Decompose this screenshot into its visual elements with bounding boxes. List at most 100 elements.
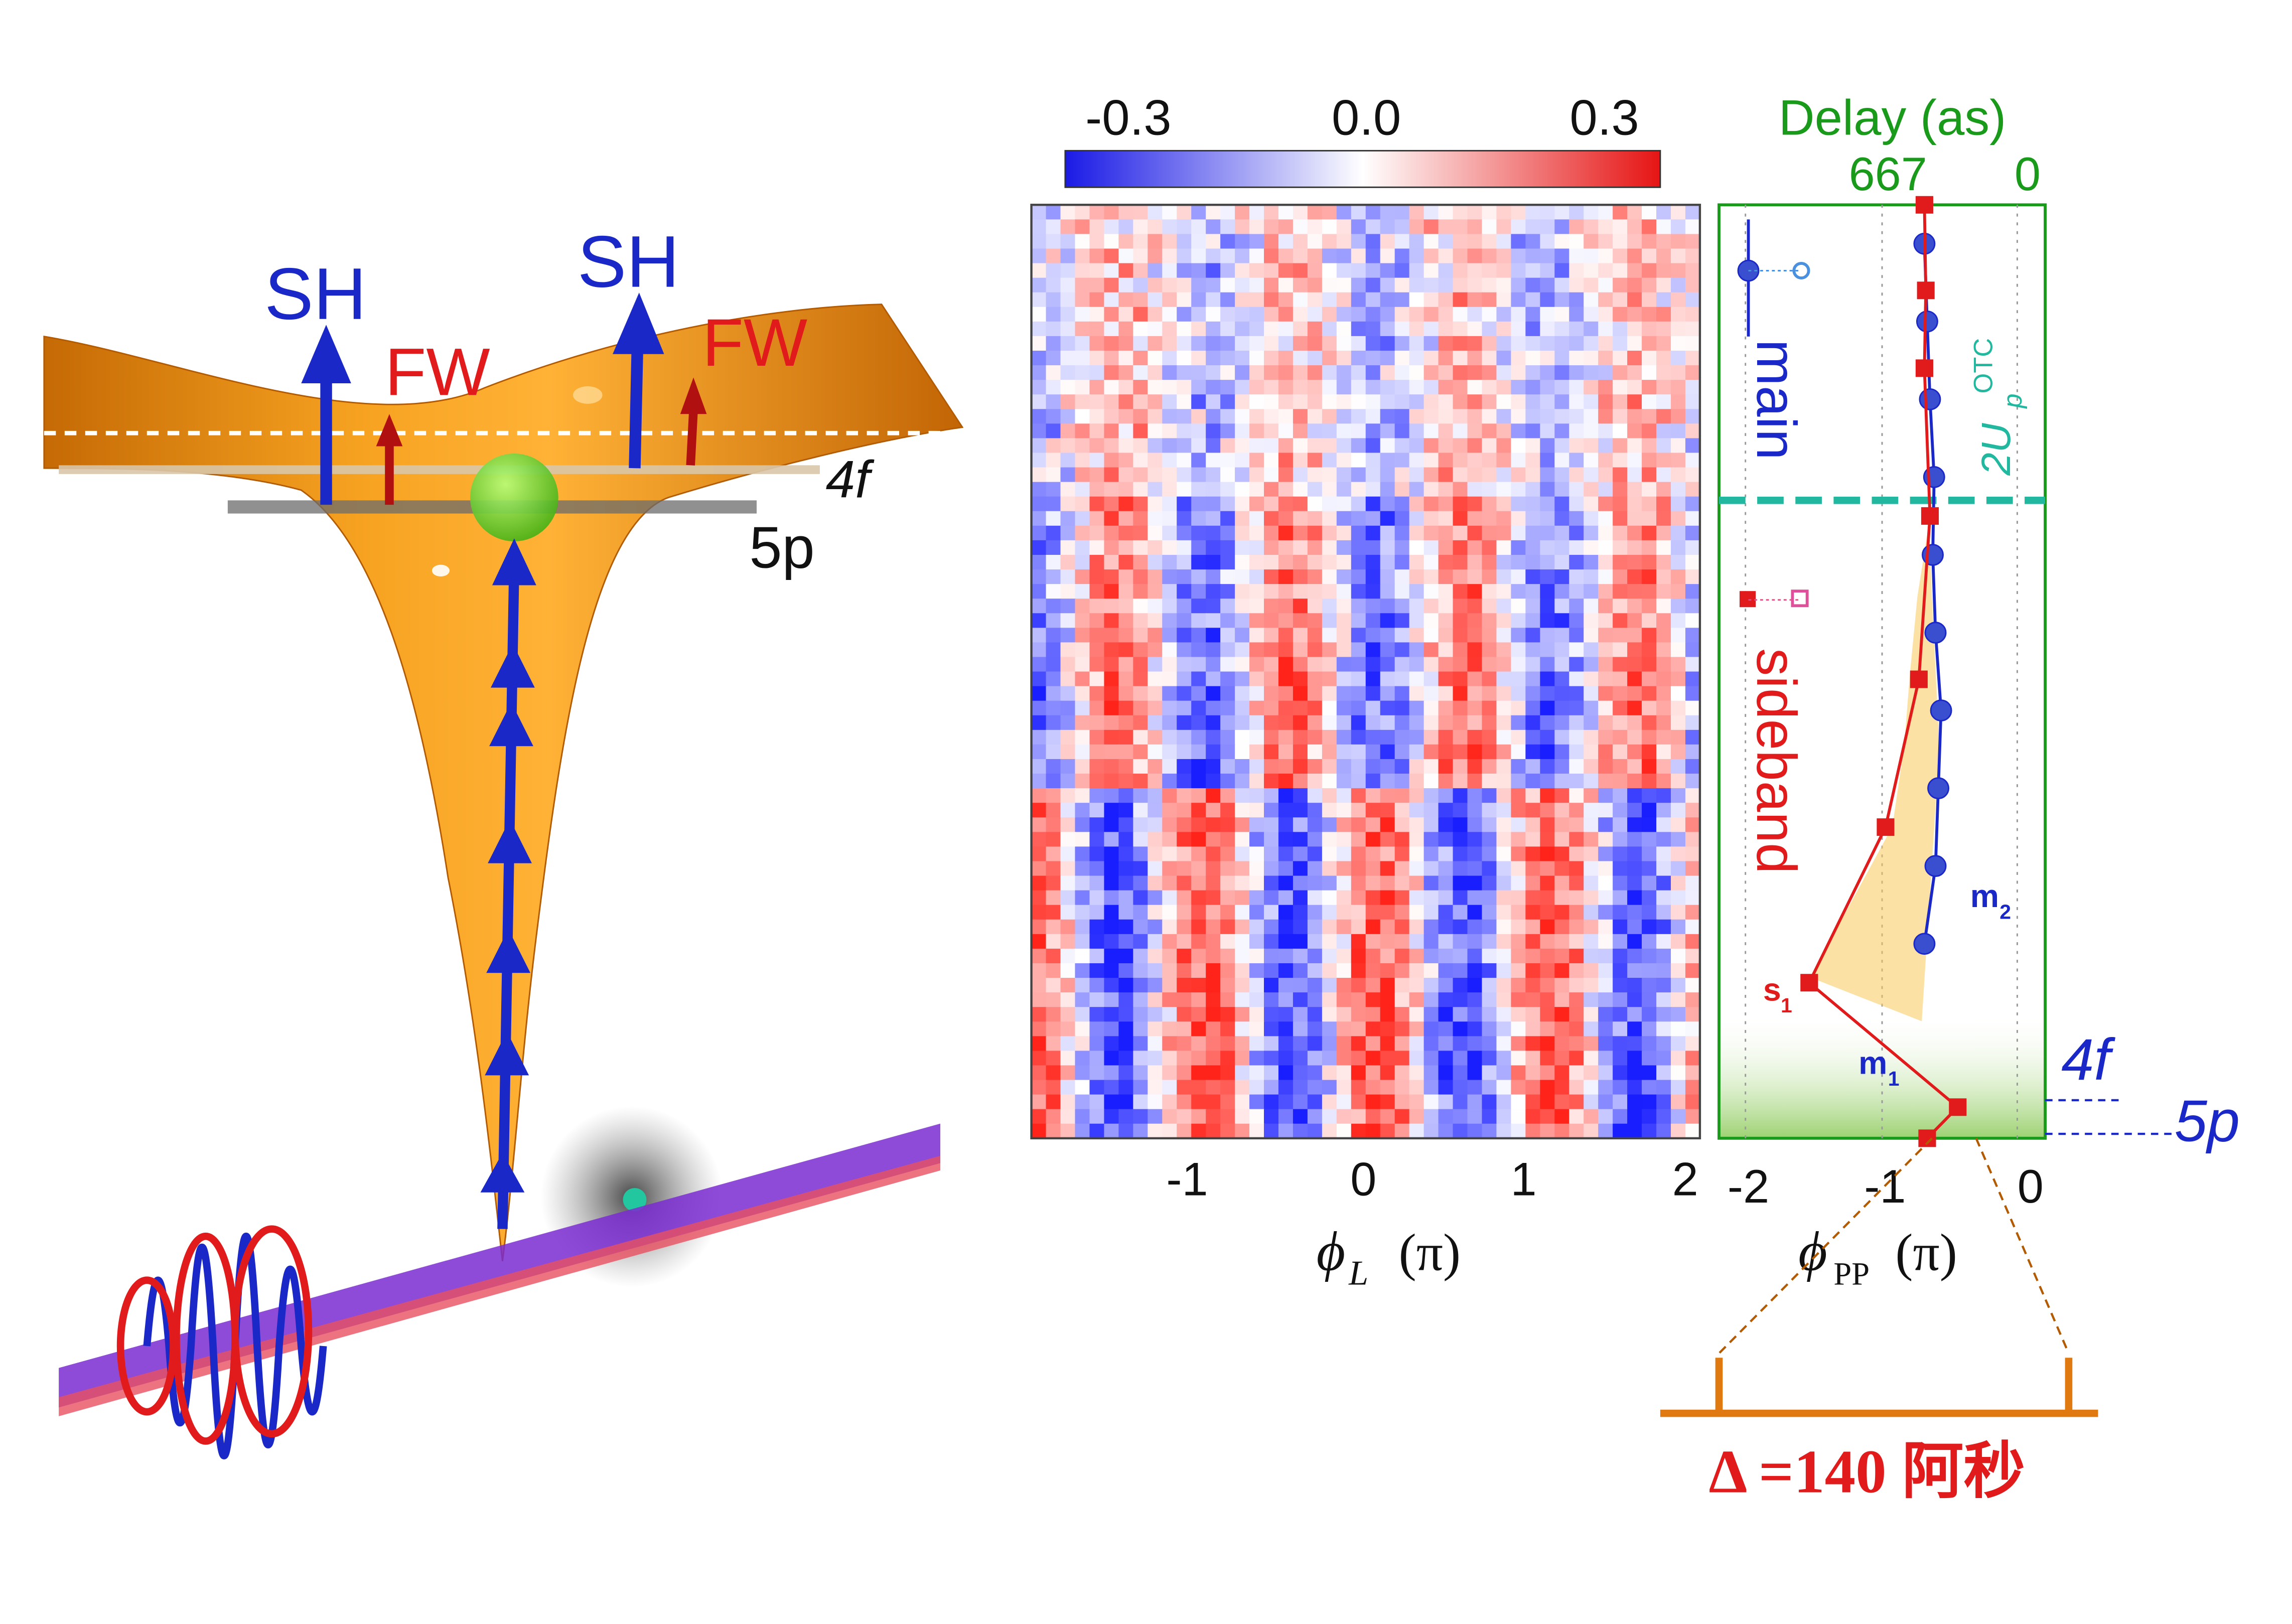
heatmap-cell	[1191, 992, 1207, 1008]
heatmap-cell	[1191, 628, 1207, 644]
heatmap-cell	[1177, 1021, 1192, 1038]
heatmap-cell	[1264, 292, 1279, 308]
heatmap-cell	[1220, 759, 1236, 775]
heatmap-cell	[1511, 628, 1527, 644]
fw-arrow-left	[376, 414, 403, 505]
heatmap-cell	[1162, 613, 1178, 629]
heatmap-cell	[1249, 875, 1265, 892]
heatmap-cell	[1220, 292, 1236, 308]
heatmap-cell	[1423, 1007, 1440, 1022]
heatmap-cell	[1307, 744, 1323, 760]
heatmap-cell	[1133, 671, 1149, 687]
heatmap-cell	[1569, 554, 1585, 570]
heatmap-cell	[1511, 963, 1527, 979]
heatmap-cell	[1148, 671, 1164, 687]
heatmap-cell	[1671, 1123, 1686, 1139]
heatmap-cell	[1525, 234, 1541, 250]
delta-bracket: Δ =140 阿秒	[1660, 1358, 2098, 1506]
heatmap-cell	[1278, 744, 1294, 760]
heatmap-cell	[1685, 846, 1701, 862]
heatmap-cell	[1249, 1123, 1265, 1139]
heatmap-cell	[1133, 890, 1149, 906]
heatmap-cell	[1409, 948, 1425, 964]
heatmap-cell	[1496, 540, 1512, 556]
heatmap-cell	[1598, 263, 1614, 279]
heatmap-cell	[1220, 525, 1236, 541]
heatmap-cell	[1089, 1109, 1105, 1125]
heatmap-cell	[1467, 1036, 1483, 1052]
label-m1: m	[1858, 1045, 1887, 1081]
heatmap-cell	[1322, 963, 1338, 979]
heatmap-cell	[1307, 540, 1323, 556]
heatmap-cell	[1220, 1080, 1236, 1096]
heatmap-cell	[1177, 1051, 1192, 1067]
heatmap-cell	[1148, 817, 1164, 833]
heatmap-cell	[1307, 1109, 1323, 1125]
heatmap-cell	[1409, 336, 1425, 352]
heatmap-cell	[1177, 803, 1192, 819]
heatmap-cell	[1220, 803, 1236, 819]
heatmap-cell	[1656, 817, 1672, 833]
heatmap-cell	[1671, 554, 1686, 570]
heatmap-x-label-sub: L	[1348, 1254, 1368, 1293]
heatmap-cell	[1613, 219, 1628, 235]
heatmap-cell	[1453, 394, 1469, 410]
heatmap-cell	[1322, 875, 1338, 892]
heatmap-cell	[1148, 1123, 1164, 1139]
heatmap-cell	[1554, 511, 1570, 527]
heatmap-cell	[1118, 394, 1134, 410]
heatmap-cell	[1482, 919, 1498, 935]
heatmap-cell	[1249, 1080, 1265, 1096]
heatmap-cell	[1598, 234, 1614, 250]
heatmap-cell	[1453, 438, 1469, 454]
data-point-sideband	[1949, 1098, 1967, 1116]
heatmap-cell	[1496, 394, 1512, 410]
heatmap-cell	[1075, 423, 1091, 439]
heatmap-cell	[1307, 729, 1323, 746]
heatmap-cell	[1613, 1123, 1628, 1139]
heatmap-cell	[1380, 846, 1396, 862]
heatmap-cell	[1060, 1021, 1076, 1038]
heatmap-cell	[1365, 248, 1381, 264]
heatmap-cell	[1569, 525, 1585, 541]
heatmap-cell	[1148, 292, 1164, 308]
heatmap-cell	[1554, 817, 1570, 833]
heatmap-cell	[1365, 715, 1381, 731]
heatmap-cell	[1307, 511, 1323, 527]
heatmap-cell	[1162, 671, 1178, 687]
heatmap-cell	[1394, 248, 1410, 264]
heatmap-cell	[1438, 219, 1454, 235]
heatmap-cell	[1089, 380, 1105, 395]
heatmap-cell	[1278, 1021, 1294, 1038]
heatmap-cell	[1409, 875, 1425, 892]
heatmap-cell	[1336, 1036, 1352, 1052]
heatmap-cell	[1206, 905, 1221, 921]
heatmap-cell	[1584, 788, 1599, 804]
heatmap-cell	[1235, 511, 1250, 527]
heatmap-cell	[1322, 774, 1338, 789]
heatmap-cell	[1598, 948, 1614, 964]
heatmap-cell	[1482, 1051, 1498, 1067]
heatmap-cell	[1162, 423, 1178, 439]
heatmap-cell	[1206, 715, 1221, 731]
heatmap-cell	[1394, 394, 1410, 410]
heatmap-cell	[1104, 1123, 1120, 1139]
heatmap-cell	[1336, 409, 1352, 425]
heatmap-cell	[1075, 948, 1091, 964]
heatmap-cell	[1467, 817, 1483, 833]
heatmap-cell	[1685, 248, 1701, 264]
heatmap-cell	[1293, 277, 1309, 293]
heatmap-cell	[1177, 744, 1192, 760]
heatmap-cell	[1409, 613, 1425, 629]
sh-arrow-left	[301, 325, 351, 505]
heatmap-cell	[1438, 1123, 1454, 1139]
heatmap-cell	[1220, 919, 1236, 935]
heatmap-cell	[1235, 350, 1250, 366]
heatmap-cell	[1409, 321, 1425, 337]
heatmap-cell	[1482, 642, 1498, 658]
heatmap-cell	[1511, 321, 1527, 337]
heatmap-cell	[1162, 540, 1178, 556]
heatmap-cell	[1409, 700, 1425, 716]
heatmap-cell	[1031, 277, 1047, 293]
heatmap-cell	[1540, 321, 1556, 337]
